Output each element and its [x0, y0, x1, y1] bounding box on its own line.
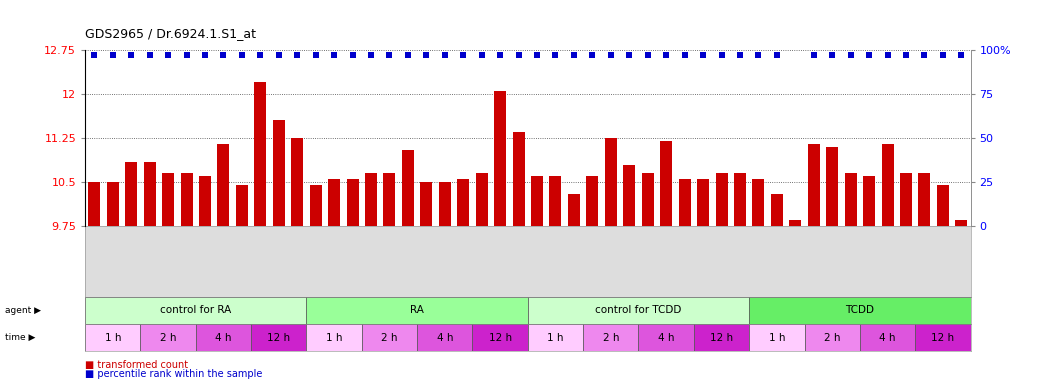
Bar — [347, 179, 358, 226]
Bar — [919, 174, 930, 226]
Bar — [808, 144, 820, 226]
Bar — [693, 324, 749, 351]
Bar — [236, 185, 248, 226]
Text: 4 h: 4 h — [658, 333, 675, 343]
Bar — [362, 324, 417, 351]
Bar — [513, 132, 524, 226]
Bar — [749, 297, 971, 324]
Bar — [162, 174, 174, 226]
Text: 12 h: 12 h — [267, 333, 291, 343]
Bar — [199, 176, 211, 226]
Bar — [143, 162, 156, 226]
Text: 2 h: 2 h — [160, 333, 176, 343]
Text: 1 h: 1 h — [105, 333, 121, 343]
Bar — [568, 194, 580, 226]
Bar — [196, 324, 251, 351]
Bar — [475, 174, 488, 226]
Bar — [365, 174, 377, 226]
Text: 2 h: 2 h — [824, 333, 841, 343]
Text: ■ percentile rank within the sample: ■ percentile rank within the sample — [85, 369, 263, 379]
Bar — [494, 91, 507, 226]
Bar — [309, 185, 322, 226]
Bar — [306, 324, 362, 351]
Bar — [583, 324, 638, 351]
Bar — [937, 185, 949, 226]
Bar — [420, 182, 433, 226]
Bar — [218, 144, 229, 226]
Bar — [826, 147, 838, 226]
Bar — [383, 174, 395, 226]
Bar — [402, 150, 414, 226]
Bar — [140, 324, 196, 351]
Text: 1 h: 1 h — [326, 333, 343, 343]
Bar — [749, 324, 804, 351]
Text: 1 h: 1 h — [768, 333, 785, 343]
Text: control for TCDD: control for TCDD — [596, 306, 682, 316]
Bar — [251, 324, 306, 351]
Bar — [660, 141, 673, 226]
Text: RA: RA — [410, 306, 425, 316]
Bar — [181, 174, 193, 226]
Bar — [845, 174, 856, 226]
Bar — [715, 174, 728, 226]
Text: 12 h: 12 h — [710, 333, 733, 343]
Bar — [863, 176, 875, 226]
Bar — [254, 82, 267, 226]
Bar — [273, 121, 284, 226]
Bar — [771, 194, 783, 226]
Bar — [698, 179, 709, 226]
Bar — [789, 220, 801, 226]
Text: 2 h: 2 h — [603, 333, 619, 343]
Bar — [85, 297, 306, 324]
Text: 2 h: 2 h — [381, 333, 398, 343]
Text: 4 h: 4 h — [215, 333, 231, 343]
Bar — [85, 324, 140, 351]
Bar — [734, 174, 746, 226]
Bar — [126, 162, 137, 226]
Bar — [549, 176, 562, 226]
Text: TCDD: TCDD — [845, 306, 874, 316]
Bar — [417, 324, 472, 351]
Bar — [641, 174, 654, 226]
Text: 4 h: 4 h — [437, 333, 453, 343]
Bar — [679, 179, 690, 226]
Bar — [531, 176, 543, 226]
Text: 12 h: 12 h — [931, 333, 954, 343]
Bar — [638, 324, 693, 351]
Text: ■ transformed count: ■ transformed count — [85, 360, 188, 370]
Bar — [472, 324, 528, 351]
Bar — [439, 182, 450, 226]
Text: control for RA: control for RA — [160, 306, 231, 316]
Bar — [306, 297, 528, 324]
Bar — [527, 324, 583, 351]
Bar — [753, 179, 764, 226]
Text: 1 h: 1 h — [547, 333, 564, 343]
Bar — [859, 324, 916, 351]
Bar — [804, 324, 859, 351]
Bar — [292, 138, 303, 226]
Bar — [881, 144, 894, 226]
Bar — [458, 179, 469, 226]
Text: agent ▶: agent ▶ — [5, 306, 42, 315]
Bar — [623, 165, 635, 226]
Bar — [916, 324, 971, 351]
Bar — [527, 297, 749, 324]
Bar — [900, 174, 912, 226]
Bar — [605, 138, 617, 226]
Text: time ▶: time ▶ — [5, 333, 35, 342]
Bar — [586, 176, 598, 226]
Bar — [955, 220, 967, 226]
Bar — [88, 182, 101, 226]
Text: 4 h: 4 h — [879, 333, 896, 343]
Bar — [107, 182, 118, 226]
Text: 12 h: 12 h — [489, 333, 512, 343]
Bar — [328, 179, 340, 226]
Text: GDS2965 / Dr.6924.1.S1_at: GDS2965 / Dr.6924.1.S1_at — [85, 27, 256, 40]
